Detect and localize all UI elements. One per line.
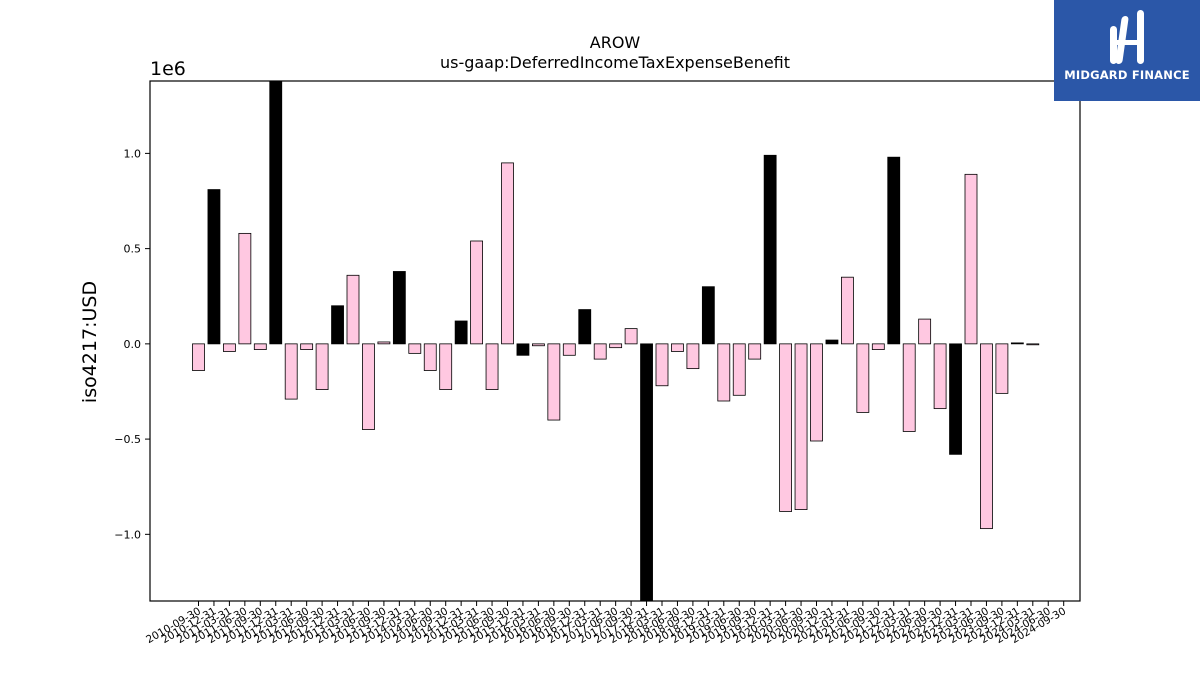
y-tick-label: −1.0	[114, 528, 141, 541]
bar-2012-03-31	[284, 343, 298, 400]
bar-2020-12-31	[825, 339, 839, 345]
bar-2013-09-30	[377, 341, 391, 345]
bar-2020-09-30	[810, 343, 823, 442]
bar-2011-09-30	[253, 343, 267, 350]
bar-2018-03-31	[655, 343, 669, 387]
bar-2023-06-30	[980, 343, 993, 530]
bar-2011-06-30	[238, 232, 252, 345]
bar-2017-09-30	[624, 328, 638, 345]
bar-2021-03-31	[841, 276, 854, 345]
bar-2013-12-31	[392, 271, 406, 345]
bar-2014-12-31	[454, 320, 468, 345]
bar-2010-12-31	[207, 189, 221, 345]
bar-2018-09-30	[686, 343, 700, 370]
bar-2014-03-31	[408, 343, 422, 354]
brand-logo: MIDGARD FINANCE	[1054, 0, 1200, 101]
bar-2020-06-30	[794, 343, 808, 510]
brand-name: MIDGARD FINANCE	[1064, 68, 1190, 82]
bar-2014-09-30	[439, 343, 453, 390]
bar-2022-09-30	[933, 343, 947, 410]
y-tick-label: 1.0	[124, 147, 142, 160]
chart-title: AROW	[590, 33, 641, 52]
bar-2021-06-30	[856, 343, 870, 413]
bar-2021-09-30	[871, 343, 885, 350]
bar-2016-06-30	[547, 343, 561, 421]
y-tick-label: 0.5	[124, 243, 142, 256]
bar-2019-09-30	[748, 343, 762, 360]
bar-2016-12-31	[578, 309, 592, 345]
bar-2016-09-30	[562, 343, 576, 356]
bar-2024-03-31	[1026, 343, 1040, 346]
bar-2019-06-30	[732, 343, 746, 396]
bar-2022-03-31	[902, 343, 916, 432]
y-tick-label: −0.5	[114, 433, 141, 446]
bar-2010-09-30	[192, 343, 205, 371]
bar-2021-12-31	[887, 156, 901, 345]
bar-2015-06-30	[485, 343, 499, 390]
midgard-logo-icon	[1110, 10, 1144, 64]
bar-2018-12-31	[701, 286, 715, 345]
plot-frame	[149, 80, 1081, 602]
bar-2023-12-31	[1010, 342, 1024, 345]
bar-2022-12-31	[949, 343, 962, 455]
bar-2019-12-31	[763, 154, 777, 345]
bar-2011-12-31	[269, 80, 283, 345]
bar-2022-06-30	[918, 318, 932, 345]
bar-2013-06-30	[362, 343, 375, 430]
bar-2015-03-31	[470, 240, 484, 345]
bar-2019-03-31	[717, 343, 731, 402]
bar-2015-09-30	[501, 162, 514, 345]
bar-2017-03-31	[593, 343, 607, 360]
bar-2014-06-30	[423, 343, 437, 371]
bar-2017-12-31	[640, 343, 653, 602]
chart-subtitle: us-gaap:DeferredIncomeTaxExpenseBenefit	[440, 53, 790, 72]
bar-2012-12-31	[331, 305, 344, 345]
bar-2015-12-31	[516, 343, 530, 356]
bar-2012-06-30	[300, 343, 314, 350]
bar-2023-09-30	[995, 343, 1009, 394]
bar-2023-03-31	[964, 173, 978, 345]
bar-2011-03-31	[222, 343, 236, 352]
bar-2018-06-30	[671, 343, 684, 352]
bar-2016-03-31	[532, 343, 545, 347]
bar-2013-03-31	[346, 274, 360, 345]
y-scale-label: 1e6	[150, 58, 186, 80]
y-tick-label: 0.0	[124, 338, 142, 351]
bar-2020-03-31	[779, 343, 792, 512]
bar-2017-06-30	[609, 343, 623, 349]
bar-2012-09-30	[315, 343, 329, 390]
y-axis-label: iso4217:USD	[79, 281, 101, 403]
